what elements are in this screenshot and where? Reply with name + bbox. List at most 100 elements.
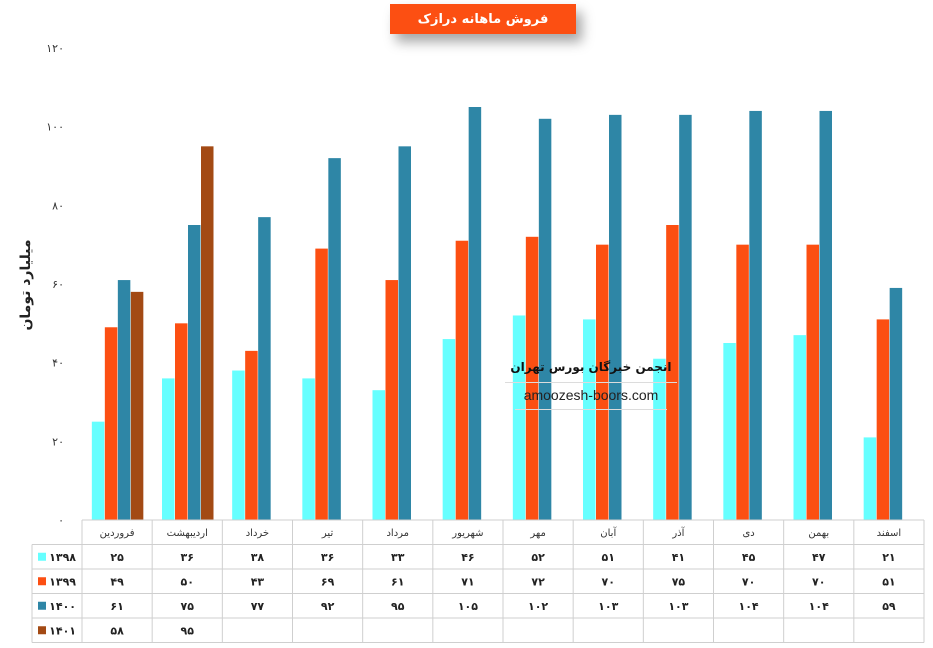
y-tick-label: ۶۰	[52, 278, 64, 291]
table-cell: ۴۷	[812, 551, 826, 564]
data-table: فروردین اردیبهشت خرداد تیر مرداد شهریور مهر آبا…	[31, 519, 925, 643]
bar	[385, 280, 398, 520]
bar	[653, 358, 666, 520]
x-tick-label: مهر	[529, 528, 545, 539]
table-cell: ۱۰۳	[598, 600, 618, 613]
bar	[609, 114, 622, 520]
table-cell: ۹۵	[391, 600, 405, 613]
bar	[455, 240, 469, 520]
x-tick-label: بهمن	[808, 528, 829, 539]
bar	[328, 158, 341, 520]
bar	[749, 110, 762, 520]
watermark-title: انجمن خبرگان بورس تهران	[505, 356, 677, 383]
bar	[666, 225, 679, 520]
table-cell: ۳۶	[181, 551, 194, 564]
table-cell: ۶۱	[391, 575, 404, 588]
watermark-url: amoozesh-boors.com	[515, 383, 667, 410]
table-cell: ۱۰۲	[528, 600, 548, 613]
table-cell: ۱۰۵	[458, 600, 478, 613]
bar	[162, 378, 175, 520]
legend-swatch	[38, 577, 46, 586]
y-ticks: ۰ ۲۰ ۴۰ ۶۰ ۸۰ ۱۰۰ ۱۲۰	[46, 42, 64, 527]
table-cell: ۷۵	[672, 575, 686, 588]
legend-label: ۱۳۹۸	[49, 551, 76, 564]
x-tick-label: مرداد	[386, 528, 409, 539]
y-tick-label: ۱۲۰	[46, 42, 64, 55]
table-cell: ۵۸	[110, 624, 124, 637]
table-cell: ۱۰۴	[739, 600, 759, 613]
legend-swatch	[38, 626, 46, 635]
bar	[117, 280, 131, 520]
bar	[889, 287, 903, 520]
bar	[679, 114, 692, 520]
table-cell: ۷۵	[181, 600, 195, 613]
legend-label: ۱۳۹۹	[49, 575, 76, 588]
table-cell: ۴۶	[461, 551, 474, 564]
table-cell: ۹۵	[181, 624, 195, 637]
table-cell: ۵۱	[602, 551, 615, 564]
legend-swatch	[38, 601, 46, 610]
watermark: انجمن خبرگان بورس تهران amoozesh-boors.c…	[505, 356, 677, 410]
table-cell: ۴۹	[110, 575, 124, 588]
table-cell: ۷۱	[461, 575, 474, 588]
table-cell: ۵۱	[882, 575, 895, 588]
table-cell: ۴۳	[251, 575, 265, 588]
bar	[736, 244, 749, 520]
table-cell: ۱۰۳	[668, 600, 688, 613]
table-cell: ۶۱	[110, 600, 123, 613]
bar	[538, 118, 552, 521]
bar	[876, 319, 890, 520]
table-cell: ۹۲	[321, 600, 335, 613]
legend-label: ۱۴۰۱	[49, 624, 76, 637]
table-cell: ۱۰۴	[809, 600, 829, 613]
bar	[104, 327, 118, 520]
bar	[201, 146, 214, 521]
legend-swatch	[38, 552, 46, 561]
bar	[91, 421, 105, 520]
bar	[468, 107, 482, 520]
table-cell: ۵۲	[531, 551, 545, 564]
y-tick-label: ۲۰	[52, 435, 64, 448]
bar	[512, 315, 526, 520]
bar	[525, 236, 539, 521]
bar	[819, 110, 832, 520]
bar	[232, 370, 245, 520]
table-cell: ۴۵	[742, 551, 756, 564]
bars	[82, 107, 924, 521]
y-tick-label: ۸۰	[52, 199, 64, 212]
bar	[175, 323, 188, 520]
table-cell: ۷۲	[531, 575, 545, 588]
bar	[315, 248, 328, 520]
bar	[583, 319, 596, 520]
table-cell: ۷۷	[251, 600, 265, 613]
bar	[806, 244, 819, 520]
bar	[245, 350, 258, 520]
x-tick-label: تیر	[321, 528, 334, 539]
table-cell: ۷۰	[602, 575, 615, 588]
bar	[188, 225, 201, 520]
y-tick-label: ۱۰۰	[46, 121, 64, 134]
x-tick-label: خرداد	[246, 528, 269, 539]
bar	[372, 390, 385, 520]
bar	[723, 343, 736, 520]
bar	[302, 378, 315, 520]
table-cell: ۶۹	[321, 575, 335, 588]
table-cell: ۴۱	[672, 551, 685, 564]
x-tick-label: فروردین	[100, 528, 135, 539]
bar	[793, 335, 806, 520]
x-tick-label: اردیبهشت	[167, 528, 208, 539]
bar	[863, 437, 877, 520]
x-tick-label: آبان	[600, 526, 617, 539]
legend-label: ۱۴۰۰	[49, 600, 76, 613]
table-cell: ۲۱	[882, 551, 895, 564]
bar	[442, 339, 456, 520]
bar	[130, 291, 144, 520]
y-axis-label-group: میلیارد تومان	[18, 239, 34, 330]
y-tick-label: ۴۰	[52, 357, 64, 370]
x-tick-label: آذر	[671, 526, 685, 539]
table-cell: ۳۳	[391, 551, 405, 564]
table-cell: ۳۶	[321, 551, 334, 564]
y-tick-label: ۰	[58, 514, 64, 527]
bar	[398, 146, 411, 521]
